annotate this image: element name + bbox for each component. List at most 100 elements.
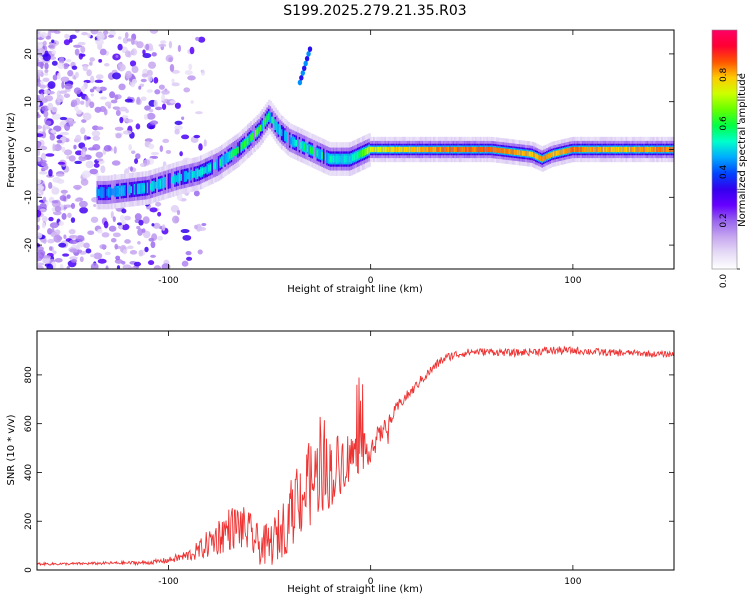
noise-blob [38,89,46,95]
spectrogram-x-label: Height of straight line (km) [287,284,423,295]
colorbar-label: Normalized spectral amplitude [737,73,748,227]
noise-blob [73,44,83,48]
noise-blob [148,143,155,150]
noise-blob [143,159,151,166]
noise-blob [61,146,66,153]
noise-blob [71,65,78,70]
noise-blob [68,155,76,162]
noise-blob [48,246,53,251]
noise-blob [113,106,121,111]
ridge-cell [546,154,549,160]
noise-blob [177,44,182,53]
ridge-cell [473,146,477,153]
ridge-cell [172,176,176,184]
x-tick-label: 0 [368,276,374,286]
ridge-cell [200,168,203,176]
noise-blob [69,239,78,245]
noise-blob [146,112,156,120]
noise-blob [144,246,149,253]
ridge-cell [562,149,565,155]
noise-blob [56,72,61,80]
ridge-cell [555,150,559,156]
ridge-cell [361,149,365,157]
noise-blob [201,222,207,227]
noise-blob [168,40,173,49]
noise-blob [130,150,136,155]
ridge-cell [457,146,460,153]
ridge-cell [133,185,137,193]
ridge-cell [201,168,205,175]
noise-blob [38,208,47,213]
ridge-cell [293,138,297,146]
noise-blob [59,116,68,121]
noise-blob [64,33,69,39]
noise-blob [74,160,82,165]
noise-blob [112,216,116,223]
noise-blob [92,135,101,141]
ridge-cell [654,146,658,153]
noise-blob [42,53,51,62]
ridge-cell [237,146,240,154]
ridge-cell [437,146,441,153]
noise-blob [47,81,56,89]
noise-blob [41,222,46,229]
ridge-cell [578,146,582,153]
ridge-cell [106,189,109,196]
snr-y-label: SNR (10 * v/v) [6,414,17,485]
ridge-cell [428,146,431,153]
ridge-cell [204,166,208,174]
ridge-cell [547,153,551,159]
ridge-cell [298,139,302,151]
ridge-cell [523,150,527,156]
noise-blob [69,34,77,40]
noise-blob [154,89,161,95]
ridge-cell [384,146,388,153]
noise-blob [49,222,59,229]
noise-blob [43,125,51,130]
ridge-cell [659,146,663,153]
ridge-cell [638,146,642,153]
ridge-cell [311,147,315,155]
y-tick-label: -10 [24,190,34,205]
noise-blob [104,62,110,67]
noise-blob [110,99,118,104]
ridge-cell [135,181,138,197]
noise-blob [125,50,131,58]
ridge-cell [109,186,113,198]
noise-blob [65,58,72,63]
noise-blob [37,224,40,231]
noise-blob [51,200,59,204]
ridge-cell [573,146,577,153]
noise-blob [41,105,50,112]
ridge-cell [610,146,614,153]
noise-blob [95,74,104,80]
noise-blob [56,94,64,103]
ridge-cell [418,146,422,153]
noise-blob [85,248,92,254]
noise-blob [129,166,134,172]
noise-blob [90,216,99,223]
ridge-cell [295,139,299,147]
ridge-cell [407,146,410,153]
noise-blob [148,61,157,69]
noise-blob [179,151,183,157]
ridge-cell [156,181,159,189]
ridge-cell [405,146,409,153]
noise-blob [200,69,206,76]
ridge-cell [368,146,371,154]
noise-blob [61,212,67,220]
ridge-cell [394,146,397,153]
noise-blob [95,38,104,46]
ridge-cell [530,151,533,157]
ridge-cell [580,146,583,153]
ridge-cell [292,138,295,146]
ridge-cell [593,146,596,153]
ridge-cell [661,146,664,153]
colorbar-tick-label: 0.4 [719,165,729,180]
noise-blob [37,57,40,64]
ridge-cell [272,118,276,126]
ridge-cell [633,146,637,153]
ridge-cell [329,155,333,163]
ridge-cell [305,142,308,154]
x-tick-label: 100 [564,577,581,587]
